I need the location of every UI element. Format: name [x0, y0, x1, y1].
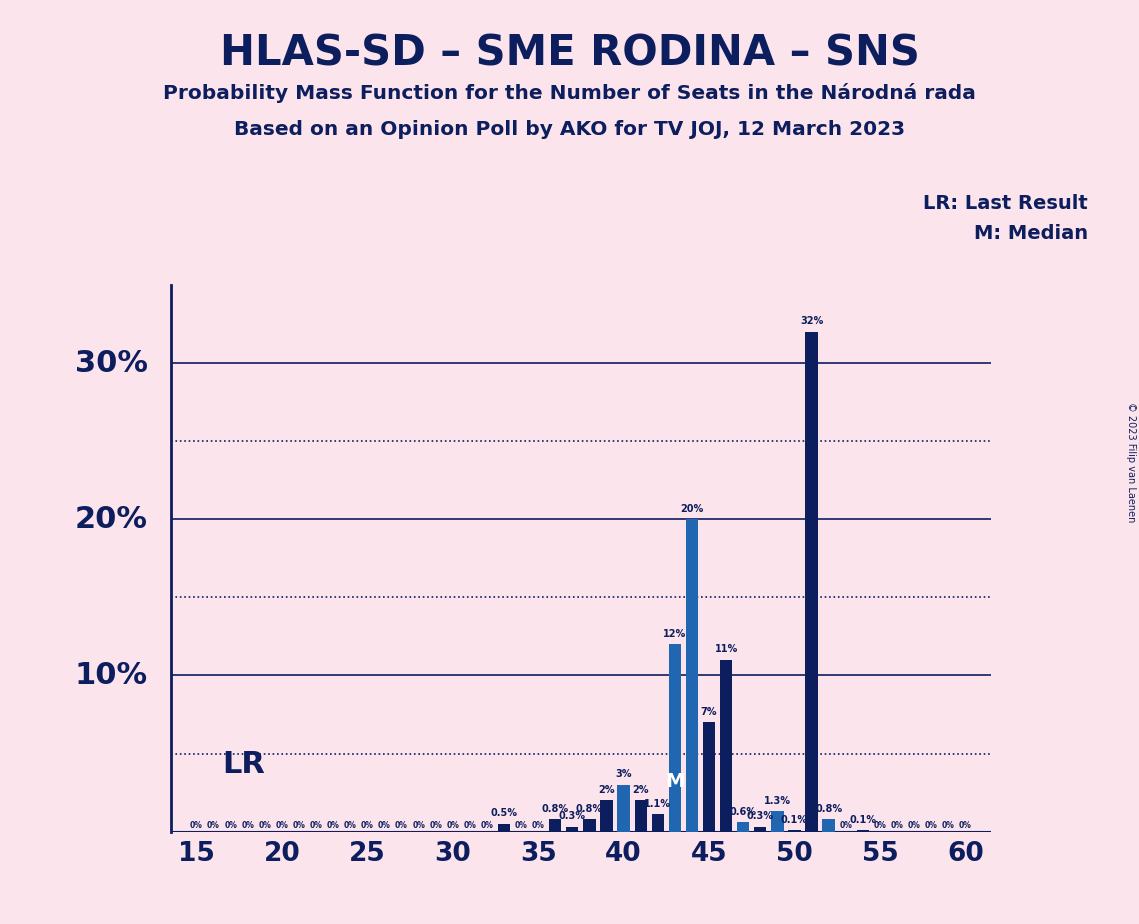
Bar	[549, 819, 562, 832]
Text: 0%: 0%	[874, 821, 886, 830]
Text: HLAS-SD – SME RODINA – SNS: HLAS-SD – SME RODINA – SNS	[220, 32, 919, 74]
Text: 0.6%: 0.6%	[730, 807, 756, 817]
Text: 32%: 32%	[800, 316, 823, 326]
Bar	[754, 827, 767, 832]
Text: Probability Mass Function for the Number of Seats in the Národná rada: Probability Mass Function for the Number…	[163, 83, 976, 103]
Text: 0%: 0%	[925, 821, 937, 830]
Text: 0%: 0%	[532, 821, 544, 830]
Text: 2%: 2%	[598, 784, 615, 795]
Text: 0%: 0%	[429, 821, 442, 830]
Text: 0.1%: 0.1%	[850, 815, 876, 824]
Text: LR: LR	[222, 750, 265, 779]
Bar	[498, 824, 510, 832]
Bar	[583, 819, 596, 832]
Text: © 2023 Filip van Laenen: © 2023 Filip van Laenen	[1126, 402, 1136, 522]
Bar	[788, 830, 801, 832]
Text: 0.5%: 0.5%	[491, 808, 517, 819]
Text: 0.3%: 0.3%	[559, 811, 585, 821]
Bar	[703, 723, 715, 832]
Text: 0.8%: 0.8%	[816, 804, 842, 814]
Text: 0%: 0%	[891, 821, 903, 830]
Bar	[720, 660, 732, 832]
Text: 0%: 0%	[959, 821, 972, 830]
Bar	[686, 519, 698, 832]
Text: 0%: 0%	[378, 821, 391, 830]
Bar	[737, 822, 749, 832]
Bar	[669, 644, 681, 832]
Bar	[805, 332, 818, 832]
Text: 0%: 0%	[207, 821, 220, 830]
Text: M: M	[665, 772, 685, 791]
Text: 0%: 0%	[481, 821, 493, 830]
Bar	[652, 814, 664, 832]
Text: 30%: 30%	[75, 348, 148, 378]
Text: 0%: 0%	[293, 821, 305, 830]
Text: 0%: 0%	[327, 821, 339, 830]
Text: 0.3%: 0.3%	[747, 811, 773, 821]
Text: 0%: 0%	[276, 821, 288, 830]
Text: 7%: 7%	[700, 707, 718, 717]
Text: 0.1%: 0.1%	[781, 815, 808, 824]
Text: 0%: 0%	[942, 821, 954, 830]
Text: 0%: 0%	[259, 821, 271, 830]
Text: M: Median: M: Median	[974, 224, 1088, 243]
Text: Based on an Opinion Poll by AKO for TV JOJ, 12 March 2023: Based on an Opinion Poll by AKO for TV J…	[233, 120, 906, 140]
Text: 11%: 11%	[714, 644, 738, 654]
Text: 0.8%: 0.8%	[542, 804, 568, 814]
Bar	[822, 819, 835, 832]
Text: 0%: 0%	[241, 821, 254, 830]
Text: 0%: 0%	[310, 821, 322, 830]
Text: 20%: 20%	[680, 504, 704, 514]
Text: LR: Last Result: LR: Last Result	[923, 194, 1088, 213]
Text: 1.1%: 1.1%	[645, 799, 671, 808]
Text: 0%: 0%	[839, 821, 852, 830]
Text: 0%: 0%	[190, 821, 203, 830]
Text: 0%: 0%	[361, 821, 374, 830]
Bar	[857, 830, 869, 832]
Text: 3%: 3%	[615, 770, 632, 779]
Bar	[617, 784, 630, 832]
Text: 0%: 0%	[908, 821, 920, 830]
Text: 0%: 0%	[446, 821, 459, 830]
Text: 0.8%: 0.8%	[576, 804, 603, 814]
Text: 0%: 0%	[464, 821, 476, 830]
Bar	[600, 800, 613, 832]
Bar	[771, 811, 784, 832]
Text: 0%: 0%	[344, 821, 357, 830]
Text: 0%: 0%	[224, 821, 237, 830]
Text: 0%: 0%	[412, 821, 425, 830]
Bar	[634, 800, 647, 832]
Text: 12%: 12%	[663, 628, 687, 638]
Text: 0%: 0%	[515, 821, 527, 830]
Text: 1.3%: 1.3%	[764, 796, 790, 806]
Text: 0%: 0%	[395, 821, 408, 830]
Bar	[566, 827, 579, 832]
Text: 10%: 10%	[75, 661, 148, 690]
Text: 20%: 20%	[75, 505, 148, 534]
Text: 2%: 2%	[632, 784, 649, 795]
